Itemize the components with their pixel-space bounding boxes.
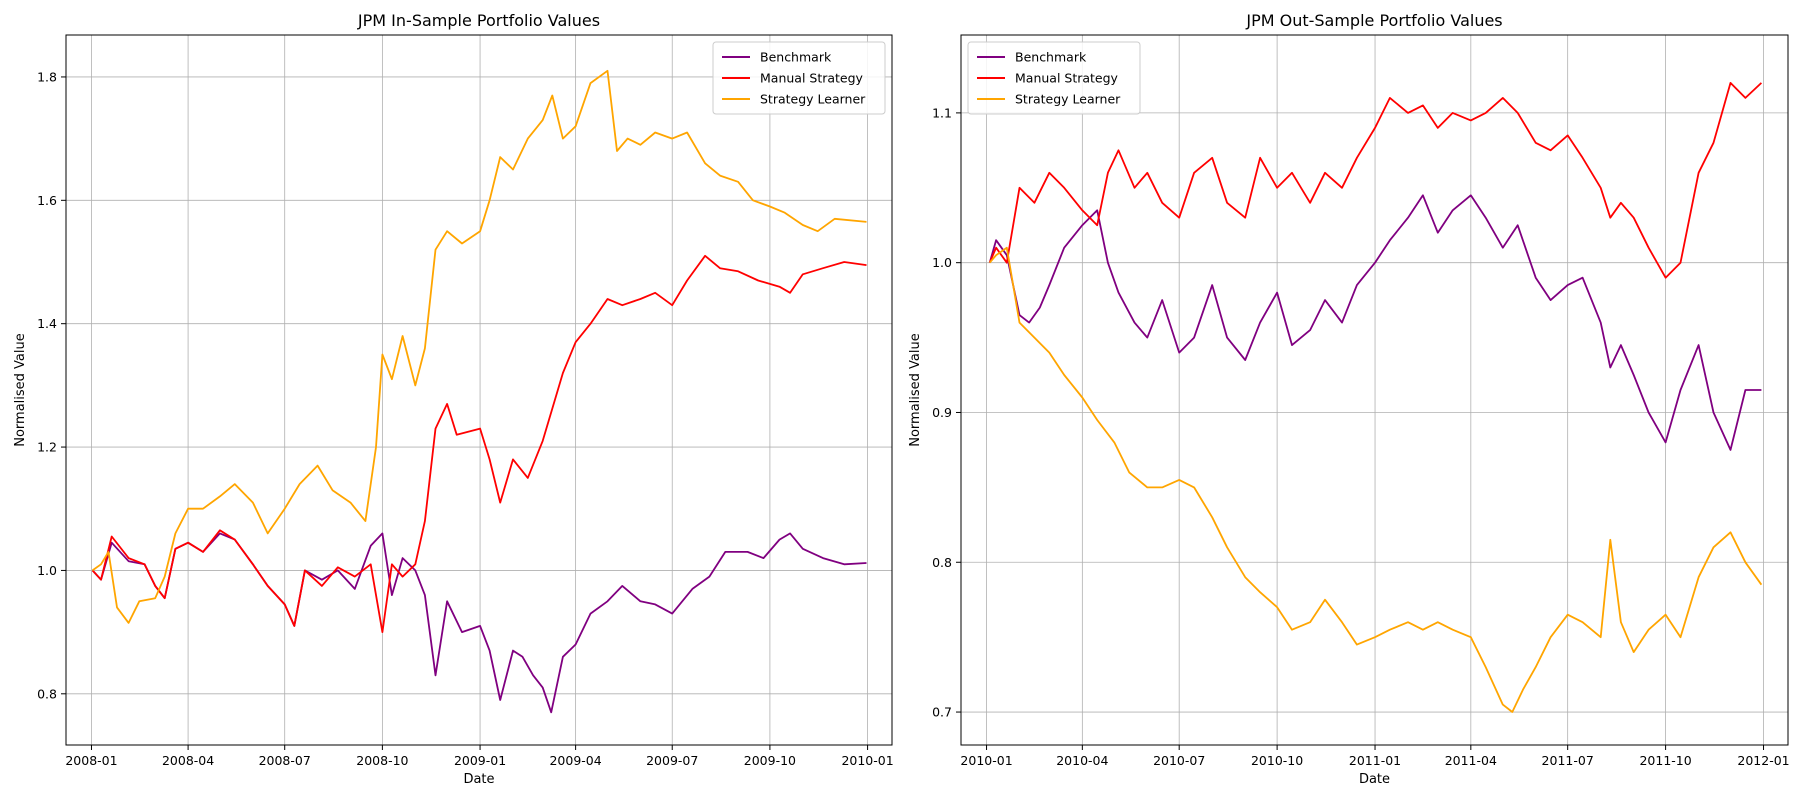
chart-title: JPM In-Sample Portfolio Values	[357, 11, 600, 30]
legend-box	[712, 41, 886, 115]
legend-box	[967, 41, 1141, 115]
y-tick-label: 0.8	[37, 686, 57, 701]
legend-label-strategy-learner: Strategy Learner	[760, 92, 866, 107]
legend: Benchmark Manual Strategy Strategy Learner	[712, 41, 886, 115]
y-tick-label: 1.1	[932, 105, 952, 120]
chart-title: JPM Out-Sample Portfolio Values	[1245, 11, 1502, 30]
y-tick-label: 1.8	[37, 69, 57, 84]
legend-label-benchmark: Benchmark	[1015, 50, 1087, 65]
grid	[66, 35, 892, 745]
chart-in-sample: 2008-01 2008-04 2008-07 2008-10 2009-01 2009-…	[13, 11, 894, 787]
series-line-benchmark	[91, 532, 867, 714]
grid	[961, 35, 1788, 745]
x-tick-label: 2011-04	[1445, 753, 1497, 768]
y-tick-label: 1.4	[37, 316, 57, 331]
y-tick-label: 0.8	[932, 555, 952, 570]
x-tick-label: 2010-01	[841, 753, 893, 768]
y-tick-label: 1.0	[932, 255, 952, 270]
y-tick-label: 1.0	[37, 563, 57, 578]
x-axis-label: Date	[1359, 772, 1390, 787]
y-axis-label: Normalised Value	[13, 333, 28, 447]
x-tick-label: 2011-07	[1542, 753, 1594, 768]
series-line-manual-strategy	[91, 254, 867, 633]
series-lines	[91, 69, 867, 714]
legend-label-manual-strategy: Manual Strategy	[760, 71, 864, 86]
x-tick-label: 2012-01	[1737, 753, 1789, 768]
legend-label-strategy-learner: Strategy Learner	[1015, 92, 1121, 107]
x-tick-label: 2010-01	[960, 753, 1012, 768]
x-tick-label: 2011-01	[1349, 753, 1401, 768]
x-axis-label: Date	[463, 772, 494, 787]
x-tick-label: 2011-10	[1639, 753, 1691, 768]
y-tick-label: 0.7	[932, 705, 952, 720]
x-tick-label: 2008-10	[356, 753, 408, 768]
x-tick-label: 2010-07	[1153, 753, 1205, 768]
series-line-strategy-learner	[989, 246, 1763, 713]
x-tick-label: 2009-10	[744, 753, 796, 768]
x-tick-label: 2009-04	[549, 753, 601, 768]
x-tick-label: 2009-01	[454, 753, 506, 768]
plot-frame	[960, 34, 1789, 746]
series-line-strategy-learner	[91, 69, 867, 624]
y-tick-label: 1.6	[37, 193, 57, 208]
legend-label-benchmark: Benchmark	[760, 50, 832, 65]
series-line-benchmark	[988, 194, 1762, 451]
x-tick-label: 2008-04	[162, 753, 214, 768]
chart-out-sample: 2010-01 2010-04 2010-07 2010-10 2011-01 2011-…	[908, 11, 1790, 787]
legend-label-manual-strategy: Manual Strategy	[1015, 71, 1119, 86]
y-tick-label: 1.2	[37, 440, 57, 455]
x-tick-label: 2008-07	[259, 753, 311, 768]
x-tick-label: 2008-01	[65, 753, 117, 768]
x-tick-label: 2010-04	[1056, 753, 1108, 768]
series-line-manual-strategy	[988, 82, 1763, 279]
y-axis-label: Normalised Value	[908, 333, 923, 447]
x-tick-label: 2009-07	[646, 753, 698, 768]
y-tick-label: 0.9	[932, 405, 952, 420]
legend: Benchmark Manual Strategy Strategy Learner	[967, 41, 1141, 115]
plot-frame	[65, 34, 893, 746]
x-tick-label: 2010-10	[1251, 753, 1303, 768]
series-lines	[988, 82, 1763, 713]
